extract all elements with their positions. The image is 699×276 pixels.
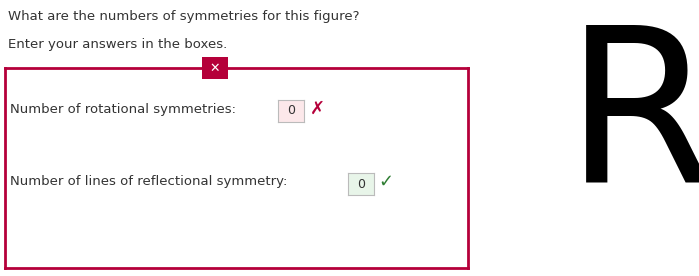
Text: Number of lines of reflectional symmetry:: Number of lines of reflectional symmetry… bbox=[10, 175, 287, 188]
Text: Enter your answers in the boxes.: Enter your answers in the boxes. bbox=[8, 38, 227, 51]
Text: What are the numbers of symmetries for this figure?: What are the numbers of symmetries for t… bbox=[8, 10, 359, 23]
Text: ✕: ✕ bbox=[210, 62, 220, 75]
Text: Number of rotational symmetries:: Number of rotational symmetries: bbox=[10, 103, 236, 116]
Text: R: R bbox=[565, 18, 699, 227]
Text: 0: 0 bbox=[287, 105, 295, 118]
Text: 0: 0 bbox=[357, 177, 365, 190]
Text: ✓: ✓ bbox=[378, 173, 393, 191]
Text: ✗: ✗ bbox=[310, 100, 325, 118]
